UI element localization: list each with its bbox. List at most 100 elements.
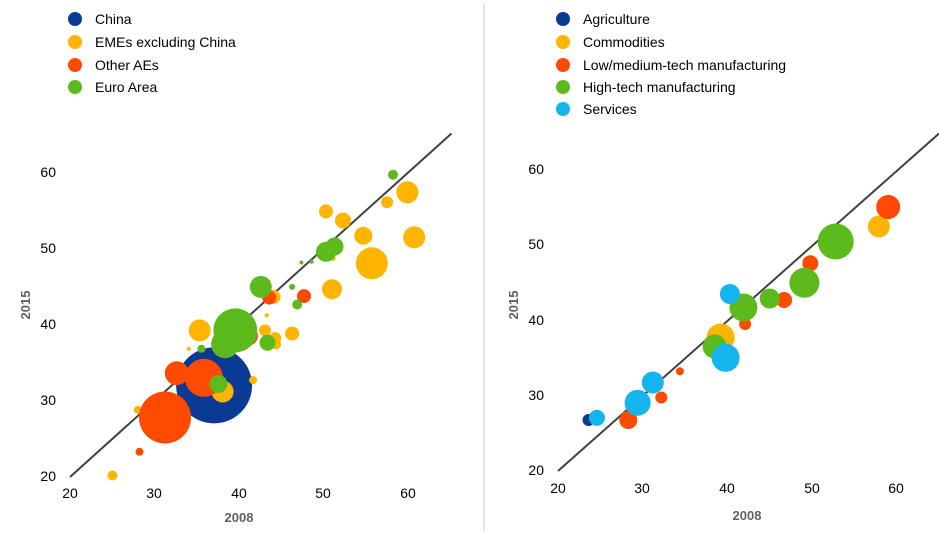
bubble-other-aes [139, 391, 191, 444]
bubble-services [719, 284, 740, 304]
right-x-ticks: 20 30 40 50 60 [550, 480, 904, 496]
bubble-services [624, 389, 651, 416]
legend-swatch-commodities [556, 35, 570, 49]
legend-label-other-aes: Other AEs [95, 57, 159, 73]
bubble-emes-excluding-china [264, 313, 269, 318]
legend-swatch-services [556, 102, 570, 116]
bubble-emes-excluding-china [319, 204, 333, 219]
bubble-emes-excluding-china [354, 226, 373, 245]
right-legend: Agriculture Commodities Low/medium-tech … [556, 11, 786, 117]
left-x-ticks: 20 30 40 50 60 [62, 485, 416, 501]
bubble-services [711, 343, 740, 372]
legend-item-low-tech: Low/medium-tech manufacturing [556, 57, 786, 73]
bubble-emes-excluding-china [188, 319, 211, 342]
legend-label-low-tech: Low/medium-tech manufacturing [583, 57, 786, 73]
left-legend: China EMEs excluding China Other AEs Eur… [68, 11, 236, 95]
bubble-emes-excluding-china [285, 326, 300, 341]
bubble-emes-excluding-china [186, 346, 191, 351]
y-tick-label: 30 [528, 387, 544, 403]
y-tick-label: 20 [40, 468, 56, 484]
y-tick-label: 50 [528, 236, 544, 252]
x-tick-label: 30 [634, 480, 650, 496]
y-tick-label: 60 [40, 164, 56, 180]
left-y-ticks: 20 30 40 50 60 [40, 164, 56, 484]
y-axis-title: 2015 [506, 291, 521, 320]
bubble-euro-area [325, 237, 344, 256]
bubble-low-medium-tech-manufacturing [619, 411, 638, 429]
legend-item-other-aes: Other AEs [68, 57, 159, 73]
bubble-euro-area [289, 283, 296, 290]
bubble-emes-excluding-china [381, 196, 394, 209]
bubble-euro-area [292, 299, 303, 310]
bubble-other-aes [164, 361, 189, 386]
bubble-services [588, 409, 605, 426]
bubble-high-tech-manufacturing [759, 288, 780, 309]
legend-swatch-low-tech [556, 58, 570, 72]
legend-item-china: China [68, 11, 132, 27]
bubble-emes-excluding-china [249, 376, 258, 385]
legend-label-agriculture: Agriculture [583, 11, 650, 27]
legend-item-agriculture: Agriculture [556, 11, 650, 27]
bubble-emes-excluding-china [355, 247, 388, 280]
legend-swatch-emes [68, 35, 82, 49]
bubble-emes-excluding-china [335, 212, 351, 229]
bubble-euro-area [197, 344, 206, 353]
y-tick-label: 20 [528, 462, 544, 478]
legend-item-emes: EMEs excluding China [68, 34, 236, 50]
bubble-euro-area [309, 259, 314, 264]
legend-label-commodities: Commodities [583, 34, 665, 50]
legend-item-services: Services [556, 101, 637, 117]
y-axis-title: 2015 [18, 291, 33, 320]
bubble-emes-excluding-china [396, 181, 419, 204]
bubble-euro-area [259, 334, 276, 351]
right-chart: Agriculture Commodities Low/medium-tech … [506, 11, 939, 523]
x-tick-label: 50 [315, 485, 331, 501]
legend-label-china: China [95, 11, 132, 27]
legend-swatch-euro-area [68, 80, 82, 94]
legend-swatch-agriculture [556, 12, 570, 26]
y-tick-label: 30 [40, 392, 56, 408]
y-tick-label: 40 [528, 312, 544, 328]
y-tick-label: 40 [40, 316, 56, 332]
bubble-commodities [867, 215, 890, 238]
y-tick-label: 50 [40, 240, 56, 256]
bubble-low-medium-tech-manufacturing [675, 367, 684, 376]
bubble-emes-excluding-china [107, 470, 118, 481]
legend-label-emes: EMEs excluding China [95, 34, 236, 50]
legend-item-euro-area: Euro Area [68, 79, 157, 95]
x-axis-title: 2008 [225, 510, 254, 525]
x-tick-label: 20 [550, 480, 566, 496]
bubble-emes-excluding-china [322, 279, 342, 300]
x-tick-label: 50 [804, 480, 820, 496]
x-tick-label: 20 [62, 485, 78, 501]
left-chart: China EMEs excluding China Other AEs Eur… [18, 11, 453, 525]
legend-label-services: Services [583, 101, 637, 117]
x-tick-label: 40 [719, 480, 735, 496]
bubble-services [641, 371, 664, 394]
bubble-low-medium-tech-manufacturing [776, 292, 793, 308]
bubble-euro-area [211, 330, 240, 359]
legend-swatch-other-aes [68, 58, 82, 72]
legend-label-euro-area: Euro Area [95, 79, 157, 95]
legend-item-high-tech: High-tech manufacturing [556, 79, 736, 95]
bubble-low-medium-tech-manufacturing [876, 195, 901, 219]
bubble-high-tech-manufacturing [817, 223, 854, 260]
bubble-euro-area [209, 374, 228, 393]
bubble-high-tech-manufacturing [789, 267, 820, 298]
legend-swatch-high-tech [556, 80, 570, 94]
bubble-other-aes [297, 289, 311, 304]
legend-item-commodities: Commodities [556, 34, 665, 50]
bubble-euro-area [299, 260, 304, 265]
bubble-low-medium-tech-manufacturing [802, 255, 819, 272]
x-tick-label: 40 [231, 485, 247, 501]
reference-diagonal [69, 132, 453, 478]
bubble-emes-excluding-china [403, 226, 426, 249]
legend-label-high-tech: High-tech manufacturing [583, 79, 736, 95]
right-bubbles [582, 195, 901, 429]
bubble-low-medium-tech-manufacturing [655, 391, 668, 404]
y-tick-label: 60 [528, 161, 544, 177]
bubble-emes-excluding-china [259, 324, 271, 337]
x-tick-label: 30 [146, 485, 162, 501]
x-tick-label: 60 [400, 485, 416, 501]
